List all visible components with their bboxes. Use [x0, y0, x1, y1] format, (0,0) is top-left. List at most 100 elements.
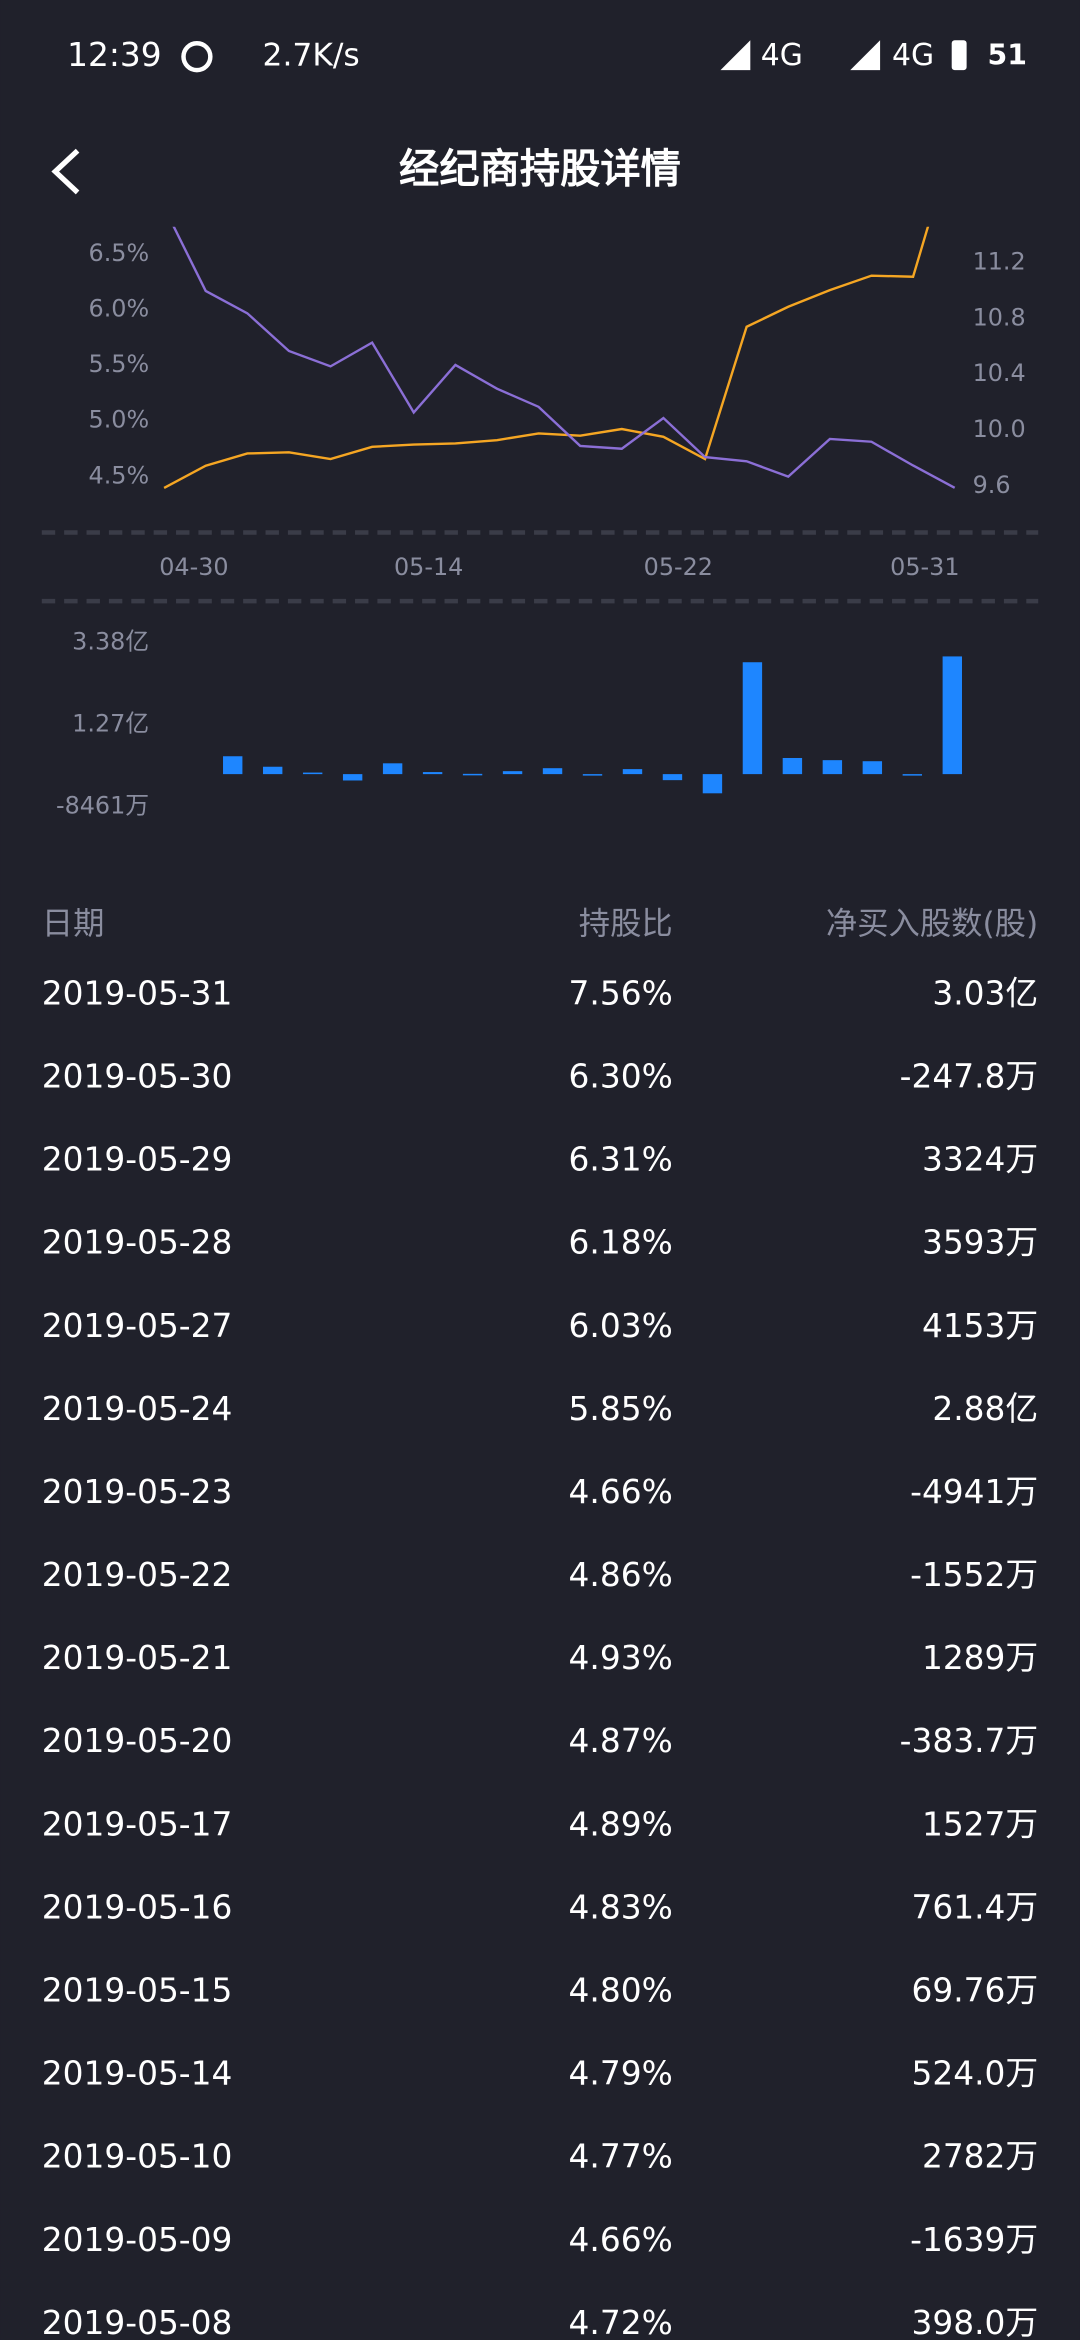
bar	[702, 774, 723, 794]
table-cell: 7.56%	[569, 974, 673, 1012]
bar	[862, 761, 883, 775]
table-cell: 4.87%	[569, 1722, 673, 1760]
table-cell: 2019-05-28	[42, 1224, 233, 1262]
bar	[462, 773, 483, 776]
bar	[902, 774, 923, 776]
table-cell: 4.66%	[569, 1473, 673, 1511]
table-cell: 4.89%	[569, 1805, 673, 1843]
table-cell: 6.30%	[569, 1058, 673, 1096]
table-cell: 2019-05-24	[42, 1390, 233, 1428]
bar	[342, 774, 363, 781]
y-tick-label: 5.0%	[89, 406, 150, 434]
table-header: 持股比	[579, 906, 673, 942]
bar	[502, 771, 523, 775]
table-cell: -4941万	[910, 1473, 1038, 1511]
y-tick-label: -8461万	[56, 791, 149, 819]
bar	[942, 656, 962, 775]
table-cell: 1289万	[922, 1639, 1038, 1677]
table-cell: 2019-05-22	[42, 1556, 233, 1594]
table-cell: 2019-05-09	[42, 2221, 233, 2259]
table-cell: 5.85%	[569, 1390, 673, 1428]
table-cell: 761.4万	[912, 1888, 1039, 1926]
table-cell: 2019-05-17	[42, 1805, 233, 1843]
bar	[542, 768, 563, 775]
table-cell: 4.72%	[569, 2304, 673, 2340]
x-tick-label: 05-14	[394, 553, 463, 581]
status-net: 4G	[761, 38, 803, 73]
table-cell: 2019-05-31	[42, 974, 233, 1012]
table-cell: -247.8万	[900, 1058, 1039, 1096]
table-cell: 6.31%	[569, 1141, 673, 1179]
table-cell: 6.03%	[569, 1307, 673, 1345]
y-tick-label: 4.5%	[89, 461, 150, 489]
bar	[742, 662, 763, 775]
table-cell: 4.83%	[569, 1888, 673, 1926]
table-cell: 4.80%	[569, 1971, 673, 2009]
bar	[382, 763, 403, 775]
x-tick-label: 04-30	[159, 553, 228, 581]
table-cell: 2019-05-27	[42, 1307, 233, 1345]
table-cell: 6.18%	[569, 1224, 673, 1262]
status-time: 12:39	[67, 36, 162, 74]
table-cell: 4.93%	[569, 1639, 673, 1677]
table-cell: -383.7万	[900, 1722, 1039, 1760]
y-tick-label: 6.5%	[89, 239, 150, 267]
table-cell: 2019-05-30	[42, 1058, 233, 1096]
line-series	[172, 226, 956, 489]
table-cell: 4.77%	[569, 2138, 673, 2176]
plot-area	[163, 226, 956, 489]
table-cell: 69.76万	[912, 1971, 1039, 2009]
bar	[262, 766, 283, 775]
y2-tick-label: 11.2	[973, 248, 1026, 276]
table-cell: 3593万	[922, 1224, 1038, 1262]
table-cell: 4.79%	[569, 2055, 673, 2093]
table-cell: 2782万	[922, 2138, 1038, 2176]
status-net: 4G	[892, 38, 934, 73]
y-tick-label: 1.27亿	[72, 709, 149, 737]
table-header: 净买入股数(股)	[826, 906, 1038, 942]
table-cell: -1639万	[910, 2221, 1038, 2259]
bar	[822, 760, 843, 775]
table-cell: 1527万	[922, 1805, 1038, 1843]
table-cell: 2019-05-14	[42, 2055, 233, 2093]
y-tick-label: 5.5%	[89, 350, 150, 378]
bar	[582, 774, 603, 776]
bar	[302, 772, 323, 775]
status-battery: 51	[988, 39, 1027, 72]
x-tick-label: 05-31	[890, 553, 959, 581]
y2-tick-label: 9.6	[973, 471, 1011, 499]
status-speed: 2.7K/s	[263, 38, 360, 74]
table-cell: 4.86%	[569, 1556, 673, 1594]
table-cell: 2.88亿	[932, 1390, 1038, 1428]
table-cell: 2019-05-10	[42, 2138, 233, 2176]
y-tick-label: 3.38亿	[72, 627, 149, 655]
table-cell: 398.0万	[912, 2304, 1039, 2340]
bar	[622, 769, 643, 775]
y-tick-label: 6.0%	[89, 295, 150, 323]
table-cell: 4.66%	[569, 2221, 673, 2259]
y2-tick-label: 10.0	[973, 415, 1026, 443]
table-cell: -1552万	[910, 1556, 1038, 1594]
back-button[interactable]	[51, 148, 80, 195]
table-cell: 2019-05-23	[42, 1473, 233, 1511]
table-cell: 524.0万	[912, 2055, 1039, 2093]
table-cell: 2019-05-20	[42, 1722, 233, 1760]
table-cell: 3.03亿	[932, 974, 1038, 1012]
x-tick-label: 05-22	[644, 553, 713, 581]
table-cell: 2019-05-21	[42, 1639, 233, 1677]
table-cell: 2019-05-15	[42, 1971, 233, 2009]
page-title: 经纪商持股详情	[399, 147, 681, 193]
bar	[662, 774, 683, 781]
alarm-icon	[181, 41, 213, 73]
bar	[782, 757, 803, 775]
table-cell: 3324万	[922, 1141, 1038, 1179]
y2-tick-label: 10.4	[973, 359, 1026, 387]
table-cell: 2019-05-08	[42, 2304, 233, 2340]
y2-tick-label: 10.8	[973, 303, 1026, 331]
table-cell: 2019-05-16	[42, 1888, 233, 1926]
table-cell: 2019-05-29	[42, 1141, 233, 1179]
signal-icon	[850, 40, 881, 71]
